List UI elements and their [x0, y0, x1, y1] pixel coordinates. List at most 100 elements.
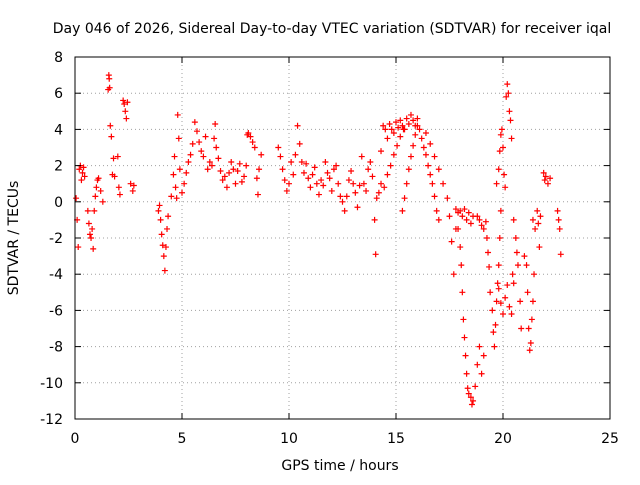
data-point-plus: [504, 282, 511, 289]
data-point-plus: [400, 126, 407, 133]
data-point-plus: [212, 120, 219, 127]
data-point-plus: [381, 184, 388, 191]
data-point-plus: [223, 184, 230, 191]
data-point-plus: [495, 166, 502, 173]
data-point-plus: [120, 97, 127, 104]
data-point-plus: [399, 207, 406, 214]
data-point-plus: [440, 180, 447, 187]
data-point-plus: [510, 216, 517, 223]
data-point-plus: [277, 153, 284, 160]
data-point-plus: [106, 75, 113, 82]
y-tick-label: 4: [54, 122, 63, 138]
data-point-plus: [354, 204, 361, 211]
data-point-plus: [537, 213, 544, 220]
data-point-plus: [75, 244, 82, 251]
data-point-plus: [90, 245, 97, 252]
data-point-plus: [221, 173, 228, 180]
data-point-plus: [80, 164, 87, 171]
data-point-plus: [496, 235, 503, 241]
data-point-plus: [536, 244, 543, 251]
axis-ticks: [74, 56, 611, 420]
data-point-plus: [506, 303, 513, 310]
data-point-plus: [159, 242, 166, 249]
y-tick-label: -8: [49, 340, 63, 356]
data-point-plus: [228, 158, 235, 165]
x-tick-label: 10: [280, 431, 298, 447]
data-point-plus: [528, 316, 535, 323]
data-point-plus: [86, 231, 93, 238]
data-point-plus: [494, 280, 501, 287]
data-point-plus: [165, 213, 172, 220]
data-point-plus: [121, 101, 128, 108]
data-point-plus: [459, 289, 466, 296]
data-point-plus: [534, 207, 541, 214]
data-point-plus: [496, 148, 503, 155]
data-point-plus: [498, 126, 505, 133]
x-tick-label: 0: [71, 431, 80, 447]
data-point-plus: [491, 343, 498, 350]
data-point-plus: [311, 164, 318, 171]
y-tick-label: -2: [49, 231, 63, 247]
y-axis-title: SDTVAR / TECUs: [6, 181, 22, 296]
data-point-plus: [554, 207, 561, 214]
data-point-plus: [526, 347, 533, 354]
data-point-plus: [514, 262, 521, 269]
data-point-plus: [531, 271, 538, 278]
chart-title: Day 046 of 2026, Sidereal Day-to-day VTE…: [53, 21, 611, 37]
data-point-plus: [122, 108, 129, 115]
data-point-plus: [171, 153, 178, 160]
data-point-plus: [518, 325, 525, 332]
data-point-plus: [388, 126, 395, 133]
x-tick-label: 5: [178, 431, 187, 447]
data-point-plus: [407, 153, 414, 160]
data-point-plus: [508, 311, 515, 318]
data-point-plus: [127, 180, 134, 187]
data-point-plus: [107, 122, 114, 129]
data-point-plus: [401, 195, 408, 202]
data-point-plus: [480, 225, 487, 232]
data-point-plus: [387, 162, 394, 169]
data-point-plus: [288, 158, 295, 165]
data-point-plus: [161, 267, 168, 274]
data-point-plus: [394, 142, 401, 149]
data-point-plus: [399, 122, 406, 129]
data-point-plus: [130, 182, 137, 189]
data-point-plus: [110, 155, 117, 162]
data-point-plus: [540, 169, 547, 176]
data-point-plus: [303, 160, 310, 167]
data-point-plus: [345, 177, 352, 184]
data-point-plus: [358, 153, 365, 160]
data-point-plus: [183, 169, 190, 176]
data-point-plus: [378, 180, 385, 187]
data-point-plus: [527, 339, 534, 346]
y-tick-label: 2: [54, 159, 63, 175]
data-point-plus: [172, 184, 179, 191]
data-point-plus: [283, 187, 290, 194]
data-point-plus: [497, 300, 504, 307]
data-point-plus: [79, 169, 86, 176]
data-point-plus: [512, 235, 519, 241]
data-point-plus: [254, 191, 261, 198]
data-point-plus: [256, 166, 263, 173]
data-point-plus: [173, 195, 180, 202]
data-point-plus: [89, 225, 96, 232]
data-point-plus: [467, 220, 474, 227]
data-point-plus: [352, 189, 359, 196]
data-point-plus: [339, 198, 346, 205]
data-point-plus: [461, 206, 468, 213]
data-point-plus: [403, 180, 410, 187]
data-point-plus: [81, 173, 88, 180]
data-point-plus: [93, 184, 100, 191]
data-point-plus: [175, 135, 182, 142]
data-point-plus: [337, 193, 344, 200]
data-point-plus: [217, 168, 224, 175]
data-point-plus: [425, 162, 432, 169]
data-point-plus: [84, 207, 91, 214]
data-point-plus: [448, 238, 455, 245]
data-point-plus: [414, 122, 421, 129]
data-point-plus: [457, 207, 464, 214]
data-point-plus: [202, 133, 209, 140]
data-point-plus: [305, 175, 312, 182]
data-point-plus: [410, 142, 417, 149]
data-point-plus: [508, 135, 515, 142]
